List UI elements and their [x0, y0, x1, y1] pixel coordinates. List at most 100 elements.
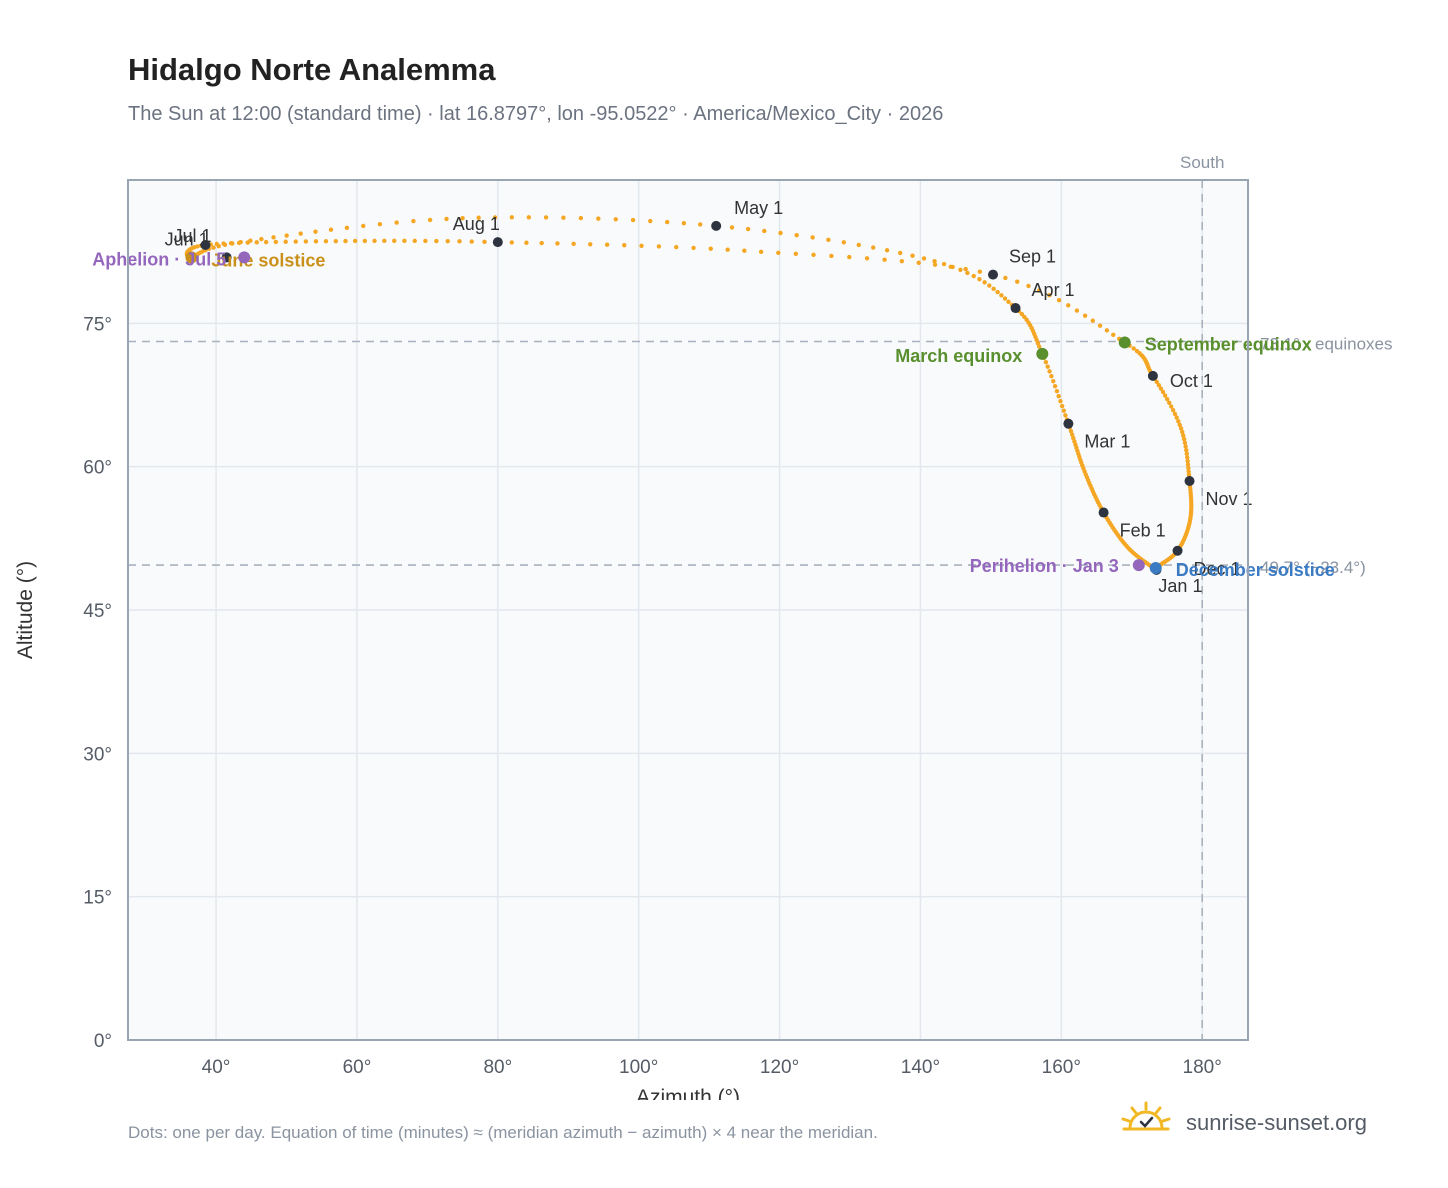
- day-dot: [526, 215, 532, 220]
- day-dot: [1180, 429, 1185, 435]
- event-markers: March equinox September equinox June solst…: [92, 249, 1335, 580]
- month-label: Jul 1: [173, 226, 211, 246]
- x-tick-label: 180°: [1183, 1057, 1222, 1078]
- day-dot: [630, 217, 636, 223]
- day-dot: [778, 230, 783, 236]
- day-dot: [221, 241, 226, 246]
- event-marker: [1036, 347, 1049, 360]
- day-dot: [1054, 388, 1060, 394]
- day-dot: [1160, 389, 1166, 395]
- day-dot: [758, 249, 764, 254]
- month-marker: [221, 252, 232, 263]
- x-tick-label: 40°: [202, 1057, 231, 1078]
- day-dot: [1071, 435, 1076, 441]
- day-dot: [1162, 393, 1168, 398]
- event-marker: [238, 251, 251, 264]
- day-dot: [648, 218, 653, 224]
- month-marker: [492, 237, 503, 248]
- y-tick-label: 75°: [83, 314, 112, 335]
- day-dot: [382, 238, 387, 244]
- event-label: Aphelion · Jul 5: [92, 249, 226, 269]
- chart-title: Hidalgo Norte Analemma: [128, 52, 496, 87]
- day-dot: [691, 245, 696, 251]
- day-dot: [476, 215, 481, 220]
- day-dot: [1186, 465, 1191, 471]
- day-dot: [622, 243, 627, 248]
- x-tick-label: 140°: [901, 1057, 940, 1078]
- day-dot: [343, 238, 348, 244]
- day-dot: [273, 239, 279, 245]
- y-tick-label: 60°: [83, 458, 112, 479]
- day-dot: [1059, 403, 1065, 409]
- day-dot: [344, 225, 350, 230]
- day-dot: [254, 240, 259, 245]
- day-dot: [829, 253, 834, 259]
- day-dot: [882, 257, 887, 262]
- day-dot: [932, 262, 938, 267]
- day-dot: [1170, 408, 1176, 413]
- day-dot: [977, 276, 982, 282]
- month-label: May 1: [734, 198, 783, 218]
- y-tick-label: 30°: [83, 744, 112, 765]
- day-dot: [977, 269, 983, 274]
- reference-label: South: [1180, 153, 1224, 172]
- month-marker: [1147, 370, 1158, 381]
- day-dot: [561, 215, 566, 220]
- day-dot: [323, 239, 329, 244]
- day-dot: [1043, 359, 1049, 365]
- day-dot: [639, 243, 644, 249]
- day-dot: [1185, 455, 1190, 460]
- day-dot: [921, 256, 927, 261]
- day-dot: [1156, 382, 1162, 388]
- day-dot: [394, 220, 399, 225]
- day-dot: [971, 273, 976, 279]
- day-dot: [613, 217, 618, 222]
- day-dot: [1006, 299, 1011, 304]
- x-axis-ticks: 40° 60° 80° 100° 120° 140° 160° 180°: [202, 1057, 1222, 1078]
- day-dot: [1074, 308, 1080, 313]
- day-dot: [411, 218, 416, 224]
- day-dot: [445, 238, 450, 244]
- day-dot: [847, 254, 852, 260]
- day-dot: [1072, 439, 1077, 444]
- day-dot: [898, 250, 903, 256]
- day-dot: [958, 267, 963, 273]
- day-dot: [1104, 328, 1110, 333]
- day-dot: [303, 239, 309, 244]
- day-dot: [811, 252, 816, 258]
- day-dot: [555, 241, 560, 246]
- day-dot: [298, 231, 303, 236]
- day-dot: [361, 223, 366, 229]
- day-dot: [1002, 296, 1008, 301]
- day-dot: [810, 235, 815, 240]
- day-dot: [745, 226, 751, 232]
- day-dot: [762, 228, 767, 234]
- event-label: March equinox: [895, 346, 1022, 366]
- analemma-chart: 73.1° · equinoxes 49.7° (−23.4°) South Jan…: [14, 153, 1393, 1100]
- day-dot: [884, 248, 890, 253]
- brand[interactable]: sunrise-sunset.org: [1118, 1100, 1367, 1145]
- month-marker: [1063, 418, 1074, 429]
- month-marker: [711, 220, 722, 231]
- day-dot: [362, 238, 368, 244]
- y-tick-label: 45°: [83, 601, 112, 622]
- day-dot: [492, 215, 498, 220]
- day-dot: [1003, 275, 1008, 281]
- month-label: Apr 1: [1032, 280, 1075, 300]
- day-dot: [1181, 433, 1186, 438]
- y-tick-label: 15°: [83, 888, 112, 909]
- day-dot: [469, 239, 474, 244]
- month-marker: [1184, 476, 1195, 486]
- day-dot: [656, 244, 662, 249]
- month-label: Nov 1: [1206, 489, 1253, 509]
- x-tick-label: 60°: [343, 1057, 372, 1078]
- event-marker: [1149, 561, 1162, 574]
- day-dot: [1068, 428, 1074, 434]
- x-tick-label: 120°: [760, 1057, 799, 1078]
- day-dot: [1177, 422, 1182, 428]
- day-dot: [1185, 462, 1191, 467]
- day-dot: [283, 239, 288, 244]
- day-dot: [841, 240, 846, 245]
- month-label: Feb 1: [1120, 521, 1166, 541]
- day-dot: [352, 238, 358, 244]
